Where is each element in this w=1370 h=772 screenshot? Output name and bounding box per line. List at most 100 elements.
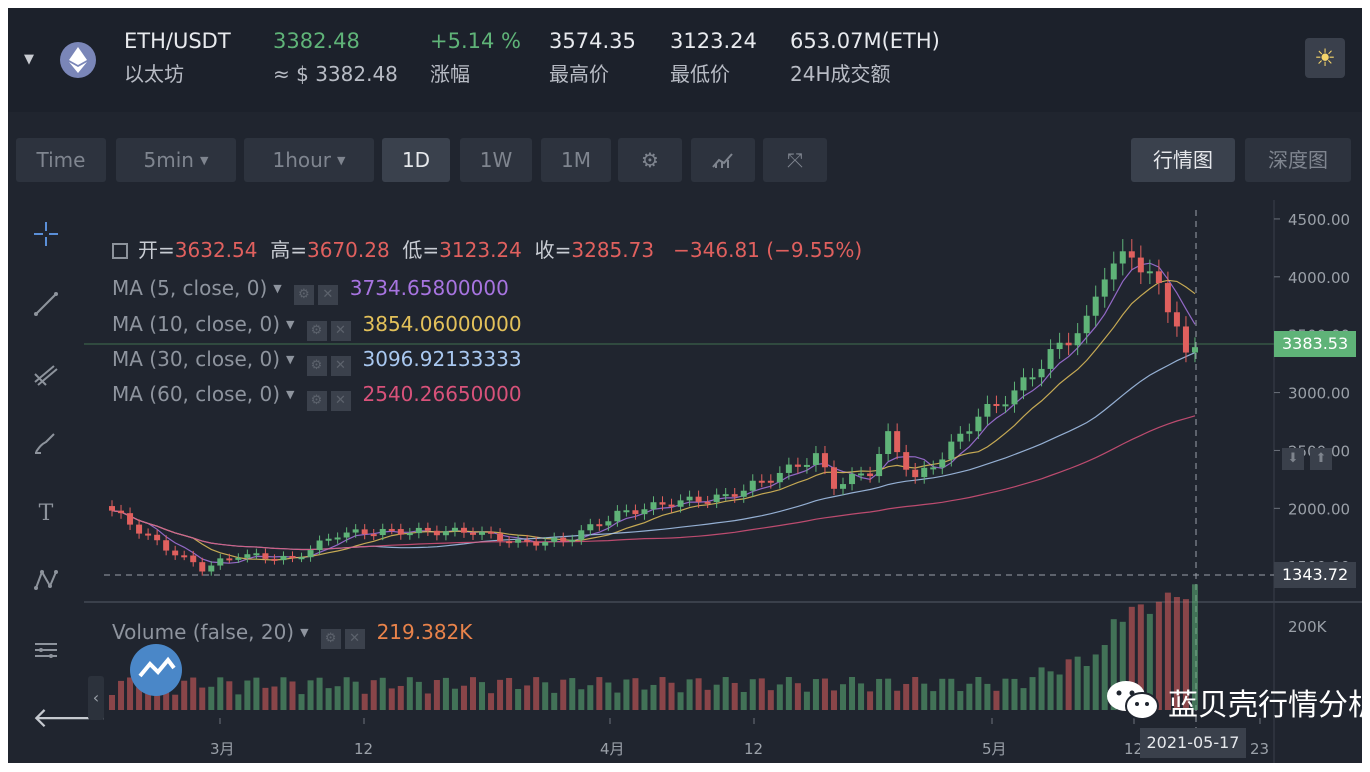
candle-body	[1074, 333, 1081, 346]
volume-bar	[840, 684, 847, 710]
collapse-legend-icon[interactable]	[112, 243, 128, 259]
candle-body	[163, 540, 170, 551]
volume-bar	[740, 691, 747, 710]
time-tick-label: 4月	[600, 740, 625, 758]
candle-body	[217, 558, 224, 566]
theme-toggle-sun-icon[interactable]: ☀	[1305, 38, 1345, 78]
measure-tool-icon[interactable]	[30, 636, 62, 668]
volume-bar	[1038, 667, 1045, 710]
price-tick-label: 3000.00	[1288, 385, 1350, 403]
volume-bar	[587, 685, 594, 710]
gear-icon[interactable]: ⚙	[306, 356, 327, 376]
ethereum-logo-icon	[60, 42, 96, 78]
candle-body	[1182, 326, 1189, 353]
pair-info[interactable]: ETH/USDT 以太坊	[124, 28, 231, 88]
volume-bar	[876, 678, 883, 710]
time-tick-label: 12	[744, 740, 763, 758]
volume-bar	[497, 679, 504, 710]
indicator-ma5[interactable]: MA (5, close, 0) ▼ ⚙ ✕ 3734.65800000	[112, 276, 509, 305]
volume-bar	[948, 678, 955, 710]
high-value: 3670.28	[306, 238, 390, 262]
volume-bar	[1101, 645, 1108, 710]
chevron-down-icon[interactable]: ▼	[300, 626, 309, 639]
volume-bar	[1074, 656, 1081, 710]
volume-bar	[190, 677, 197, 710]
chevron-down-icon[interactable]: ▼	[273, 282, 282, 295]
volume-bar	[731, 682, 738, 710]
volume-bar	[1110, 619, 1117, 710]
candle-body	[343, 532, 350, 538]
gear-icon[interactable]: ⚙	[293, 285, 314, 305]
tab-kline-view[interactable]: 行情图	[1131, 138, 1235, 182]
scroll-buttons: ⬇ ⬆	[1282, 447, 1338, 470]
market-header: ▼ ETH/USDT 以太坊 3382.48 ≈ $ 3382.48 +5.14…	[8, 8, 1362, 112]
chevron-down-icon[interactable]: ▼	[286, 388, 295, 401]
candle-body	[1092, 296, 1099, 316]
tab-time[interactable]: Time	[16, 138, 106, 182]
volume-bar	[830, 690, 837, 710]
indicator-value: 3734.65800000	[349, 276, 509, 300]
candle-body	[415, 527, 422, 534]
pattern-tool-icon[interactable]	[30, 566, 62, 598]
tab-1d[interactable]: 1D	[382, 138, 450, 182]
text-tool-icon[interactable]: T	[38, 501, 54, 526]
candle-body	[966, 431, 973, 434]
collapse-panel-icon[interactable]: ‹	[88, 676, 104, 720]
interval-minutes-dropdown[interactable]: 5min ▼	[116, 138, 236, 182]
candle-body	[858, 473, 865, 476]
indicator-ma30[interactable]: MA (30, close, 0) ▼ ⚙ ✕ 3096.92133333	[112, 347, 522, 376]
time-tick-label: 12	[1124, 740, 1143, 758]
tab-time-label: Time	[36, 148, 86, 172]
low-price: 3123.24	[670, 29, 757, 53]
gear-icon[interactable]: ⚙	[320, 629, 341, 649]
candle-body	[1002, 404, 1009, 407]
chevron-down-icon[interactable]: ▼	[286, 318, 295, 331]
close-icon[interactable]: ✕	[344, 629, 365, 649]
candle-body	[1119, 251, 1126, 264]
candle-body	[885, 431, 892, 454]
indicators-chart-icon[interactable]	[691, 138, 755, 182]
candle-body	[1101, 279, 1108, 297]
fullscreen-icon[interactable]: ⤧	[763, 138, 827, 182]
crosshair-icon[interactable]	[30, 220, 62, 252]
coin-name: 以太坊	[124, 62, 184, 86]
settings-gear-icon[interactable]: ⚙	[618, 138, 682, 182]
volume-bar	[262, 687, 269, 710]
volume-bar	[849, 677, 856, 710]
drawing-toolbar: T	[8, 200, 84, 763]
candlestick-chart[interactable]: 4500.004000.003500.003000.002500.002000.…	[84, 200, 1362, 763]
indicator-volume[interactable]: Volume (false, 20) ▼ ⚙ ✕ 219.382K	[112, 620, 472, 649]
chevron-down-icon[interactable]: ▼	[24, 52, 34, 67]
candle-body	[136, 524, 143, 534]
volume-bar	[334, 686, 341, 710]
tab-1w[interactable]: 1W	[460, 138, 532, 182]
close-icon[interactable]: ✕	[330, 321, 351, 341]
candle-body	[145, 533, 152, 536]
volume-bar	[424, 693, 431, 710]
tab-1m[interactable]: 1M	[541, 138, 611, 182]
candle-body	[109, 506, 115, 511]
indicator-ma10[interactable]: MA (10, close, 0) ▼ ⚙ ✕ 3854.06000000	[112, 312, 522, 341]
arrow-up-icon[interactable]: ⬆	[1310, 448, 1332, 470]
trend-line-icon[interactable]	[30, 290, 62, 322]
candle-body	[984, 404, 991, 417]
fib-tool-icon[interactable]	[30, 360, 62, 392]
gear-icon[interactable]: ⚙	[306, 321, 327, 341]
candle-body	[785, 464, 792, 473]
tab-depth-view[interactable]: 深度图	[1245, 138, 1351, 182]
indicator-ma60[interactable]: MA (60, close, 0) ▼ ⚙ ✕ 2540.26650000	[112, 382, 522, 411]
gear-icon[interactable]: ⚙	[306, 391, 327, 411]
volume-bar	[993, 690, 1000, 710]
volume-bar	[776, 684, 783, 710]
brush-icon[interactable]	[30, 428, 62, 460]
close-icon[interactable]: ✕	[330, 391, 351, 411]
chevron-down-icon[interactable]: ▼	[286, 353, 295, 366]
close-value: 3285.73	[571, 238, 655, 262]
arrow-down-icon[interactable]: ⬇	[1282, 448, 1304, 470]
candle-body	[605, 521, 612, 526]
change-block: +5.14 % 涨幅	[430, 28, 521, 88]
close-icon[interactable]: ✕	[317, 285, 338, 305]
close-icon[interactable]: ✕	[330, 356, 351, 376]
volume-bar	[460, 685, 467, 710]
interval-hours-dropdown[interactable]: 1hour ▼	[244, 138, 374, 182]
